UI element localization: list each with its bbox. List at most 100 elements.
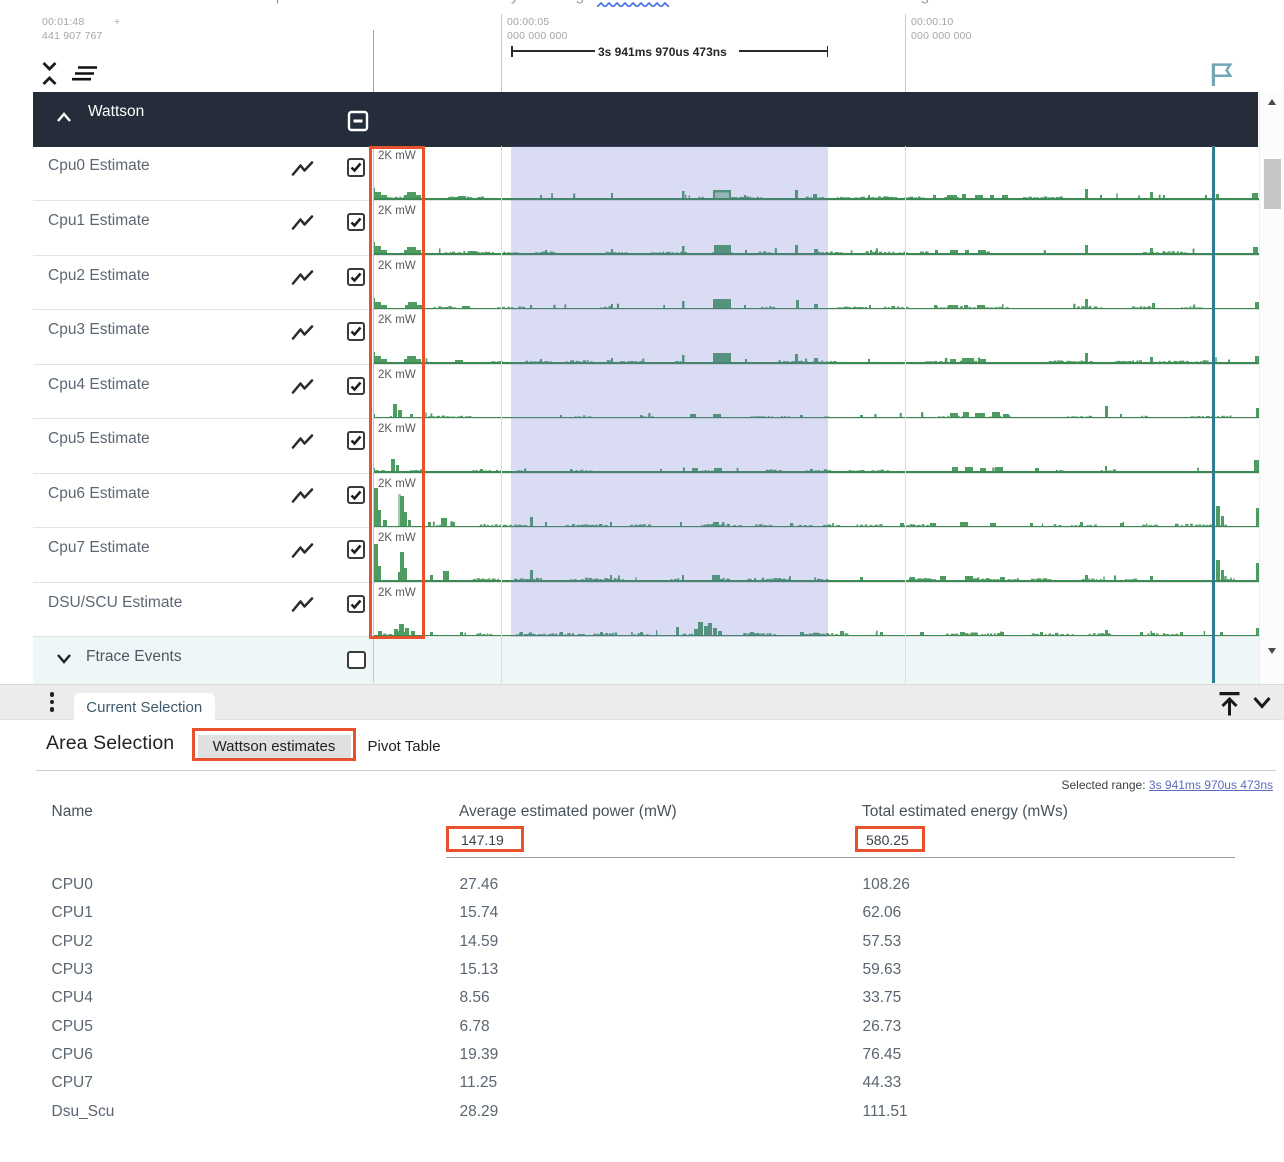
ftrace-checkbox-unchecked[interactable] [347, 650, 366, 669]
show-graph-icon[interactable] [291, 215, 314, 231]
scrollbar-down-arrow[interactable] [1268, 648, 1276, 654]
track-unit-label: 2K mW [378, 586, 416, 599]
indeterminate-checkbox-icon[interactable] [347, 110, 369, 132]
area-selection-overlay[interactable] [511, 146, 828, 637]
kebab-menu-icon-dot[interactable] [49, 707, 55, 712]
counter-track-waveform[interactable] [373, 310, 1259, 365]
track-checkbox-checked[interactable] [346, 376, 365, 396]
track-label: Cpu6 Estimate [48, 484, 150, 502]
expand-panel-up-icon[interactable] [1217, 690, 1242, 717]
track-row-cpu2-estimate[interactable]: Cpu2 Estimate 2K mW [0, 256, 1259, 311]
tick-label-5s: 00:00:05 [507, 15, 550, 28]
clipped-doc-text-a: estimates over a specific time window ca… [150, 0, 596, 5]
track-group-header-wattson[interactable]: Wattson [33, 92, 1258, 147]
panel-title: Area Selection [46, 732, 175, 754]
track-checkbox-checked[interactable] [346, 594, 365, 614]
track-unit-label: 2K mW [378, 150, 416, 163]
track-unit-label: 2K mW [378, 368, 416, 381]
measure-line-left [511, 50, 595, 52]
cell-avg-power: 15.74 [459, 904, 499, 922]
details-panel-tab-bar: Current Selection [0, 683, 1284, 721]
group-title: Wattson [88, 103, 145, 120]
panel-divider [36, 770, 1276, 771]
chevron-up-icon[interactable] [56, 111, 72, 123]
sort-tracks-icon[interactable] [70, 65, 99, 82]
ruler-gridline-10s [905, 14, 906, 92]
collapse-panel-chevron-icon[interactable] [1252, 696, 1272, 709]
counter-track-waveform[interactable] [373, 365, 1259, 420]
track-row-cpu6-estimate[interactable]: Cpu6 Estimate 2K mW [0, 474, 1259, 529]
track-checkbox-checked[interactable] [346, 158, 365, 177]
show-graph-icon[interactable] [291, 324, 314, 341]
track-area-gridline [905, 146, 906, 684]
track-label: Cpu1 Estimate [48, 211, 150, 229]
collapse-tracks-icon[interactable] [41, 60, 58, 87]
track-row-divider [33, 636, 1259, 638]
track-checkbox-checked[interactable] [346, 485, 365, 505]
show-graph-icon[interactable] [291, 379, 314, 395]
track-unit-label: 2K mW [378, 314, 416, 327]
cell-total-energy: 111.51 [862, 1102, 908, 1120]
cell-total-energy: 44.33 [862, 1074, 902, 1092]
track-row-divider [33, 309, 1259, 311]
show-graph-icon[interactable] [291, 270, 314, 286]
show-graph-icon[interactable] [291, 543, 314, 559]
track-area-gridline [501, 146, 502, 684]
show-graph-icon[interactable] [291, 488, 314, 504]
total-avg-power-value: 147.19 [461, 831, 504, 848]
track-row-divider [33, 363, 1259, 365]
cell-name: Dsu_Scu [51, 1102, 115, 1120]
track-label: Cpu0 Estimate [48, 157, 150, 175]
flag-icon[interactable] [1209, 61, 1235, 87]
counter-track-waveform[interactable] [373, 419, 1259, 474]
track-checkbox-checked[interactable] [346, 322, 365, 341]
track-checkbox-checked[interactable] [346, 540, 365, 559]
wattson-estimates-button[interactable]: Wattson estimates [197, 734, 351, 758]
cell-name: CPU5 [51, 1017, 93, 1035]
show-graph-icon[interactable] [291, 597, 314, 613]
vertical-scrollbar[interactable] [1259, 92, 1284, 684]
cell-total-energy: 108.26 [862, 876, 910, 893]
track-row-cpu0-estimate[interactable]: Cpu0 Estimate 2K mW [0, 146, 1259, 201]
counter-track-waveform[interactable] [373, 528, 1259, 583]
cell-name: CPU3 [51, 961, 93, 979]
track-row-divider [33, 254, 1259, 256]
track-row-divider [33, 581, 1259, 583]
counter-track-waveform[interactable] [373, 146, 1259, 201]
total-energy-value: 580.25 [866, 831, 909, 848]
show-graph-icon[interactable] [291, 161, 314, 177]
track-row-divider [33, 199, 1259, 201]
counter-track-waveform[interactable] [373, 474, 1259, 529]
pivot-table-button[interactable]: Pivot Table [367, 737, 441, 755]
track-row-cpu1-estimate[interactable]: Cpu1 Estimate 2K mW [0, 201, 1259, 256]
chevron-down-icon[interactable] [56, 653, 72, 665]
track-label: DSU/SCU Estimate [48, 593, 183, 611]
track-unit-label: 2K mW [378, 204, 416, 217]
track-row-cpu3-estimate[interactable]: Cpu3 Estimate 2K mW [0, 310, 1259, 365]
counter-track-waveform[interactable] [373, 201, 1259, 256]
counter-track-waveform[interactable] [373, 583, 1259, 638]
scrollbar-thumb[interactable] [1263, 159, 1281, 209]
misspelled-word: Wattson [598, 0, 654, 5]
track-label: Cpu7 Estimate [48, 539, 150, 557]
selected-range: Selected range: 3s 941ms 970us 473ns [1061, 778, 1274, 792]
cell-avg-power: 14.59 [459, 932, 499, 950]
counter-track-waveform[interactable] [373, 256, 1259, 311]
track-group-header-ftrace[interactable]: Ftrace Events [33, 637, 1259, 684]
track-row-cpu7-estimate[interactable]: Cpu7 Estimate 2K mW [0, 528, 1259, 583]
track-checkbox-checked[interactable] [346, 267, 365, 287]
clipped-doc-text-b: tracks in the UI as shown in the image b… [676, 0, 956, 5]
track-checkbox-checked[interactable] [346, 212, 365, 232]
cell-total-energy: 62.06 [862, 904, 902, 922]
track-row-cpu4-estimate[interactable]: Cpu4 Estimate 2K mW [0, 365, 1259, 420]
scrollbar-up-arrow[interactable] [1268, 99, 1276, 105]
kebab-menu-icon-dot[interactable] [49, 699, 55, 705]
track-row-dsu-scu-estimate[interactable]: DSU/SCU Estimate 2K mW [0, 583, 1259, 638]
track-row-cpu5-estimate[interactable]: Cpu5 Estimate 2K mW [0, 419, 1259, 474]
show-graph-icon[interactable] [291, 433, 314, 450]
kebab-menu-icon[interactable] [49, 692, 55, 697]
tab-current-selection[interactable]: Current Selection [73, 692, 215, 721]
selected-range-link[interactable]: 3s 941ms 970us 473ns [1148, 778, 1273, 792]
track-checkbox-checked[interactable] [346, 431, 365, 450]
cell-avg-power: 27.46 [459, 876, 499, 893]
